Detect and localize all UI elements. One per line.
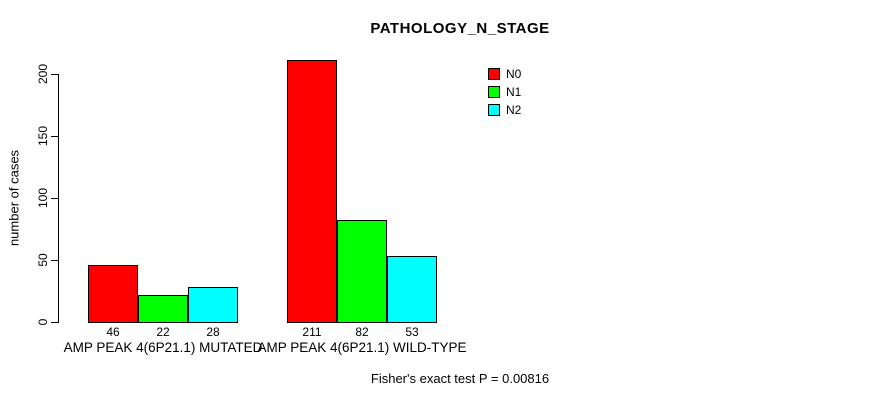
- y-axis-tick: [51, 136, 58, 137]
- y-axis-tick: [51, 260, 58, 261]
- y-axis-tick-label: 150: [36, 125, 50, 147]
- bar-n2: [387, 256, 437, 323]
- y-axis-tick-label: 200: [36, 63, 50, 85]
- y-axis-tick-label: 100: [36, 187, 50, 209]
- y-axis-tick: [51, 198, 58, 199]
- bar-n1: [337, 220, 387, 323]
- bar-value-label: 46: [106, 325, 120, 339]
- legend-swatch-n2: [488, 104, 500, 116]
- bar-n0: [88, 265, 138, 323]
- bar-value-label: 82: [355, 325, 369, 339]
- annotation-text: Fisher's exact test P = 0.00816: [370, 371, 550, 386]
- legend-swatch-n1: [488, 86, 500, 98]
- bar-value-label: 211: [302, 325, 322, 339]
- y-axis-tick: [51, 74, 58, 75]
- legend-label: N1: [506, 85, 522, 99]
- y-axis-tick-label: 50: [36, 253, 50, 267]
- legend-swatch-n0: [488, 68, 500, 80]
- category-label: AMP PEAK 4(6P21.1) WILD-TYPE: [257, 340, 467, 355]
- legend-label: N0: [506, 67, 522, 81]
- bar-n2: [188, 287, 238, 323]
- bar-n1: [138, 295, 188, 323]
- bar-value-label: 28: [206, 325, 220, 339]
- y-axis-tick-label: 0: [36, 318, 50, 326]
- bar-n0: [287, 60, 337, 323]
- y-axis-tick: [51, 322, 58, 323]
- bar-value-label: 22: [156, 325, 170, 339]
- y-axis-label: number of cases: [6, 149, 22, 247]
- chart-title: PATHOLOGY_N_STAGE: [370, 20, 550, 37]
- category-label: AMP PEAK 4(6P21.1) MUTATED: [63, 340, 263, 355]
- bar-value-label: 53: [405, 325, 419, 339]
- y-axis-line: [58, 74, 59, 323]
- legend-label: N2: [506, 103, 522, 117]
